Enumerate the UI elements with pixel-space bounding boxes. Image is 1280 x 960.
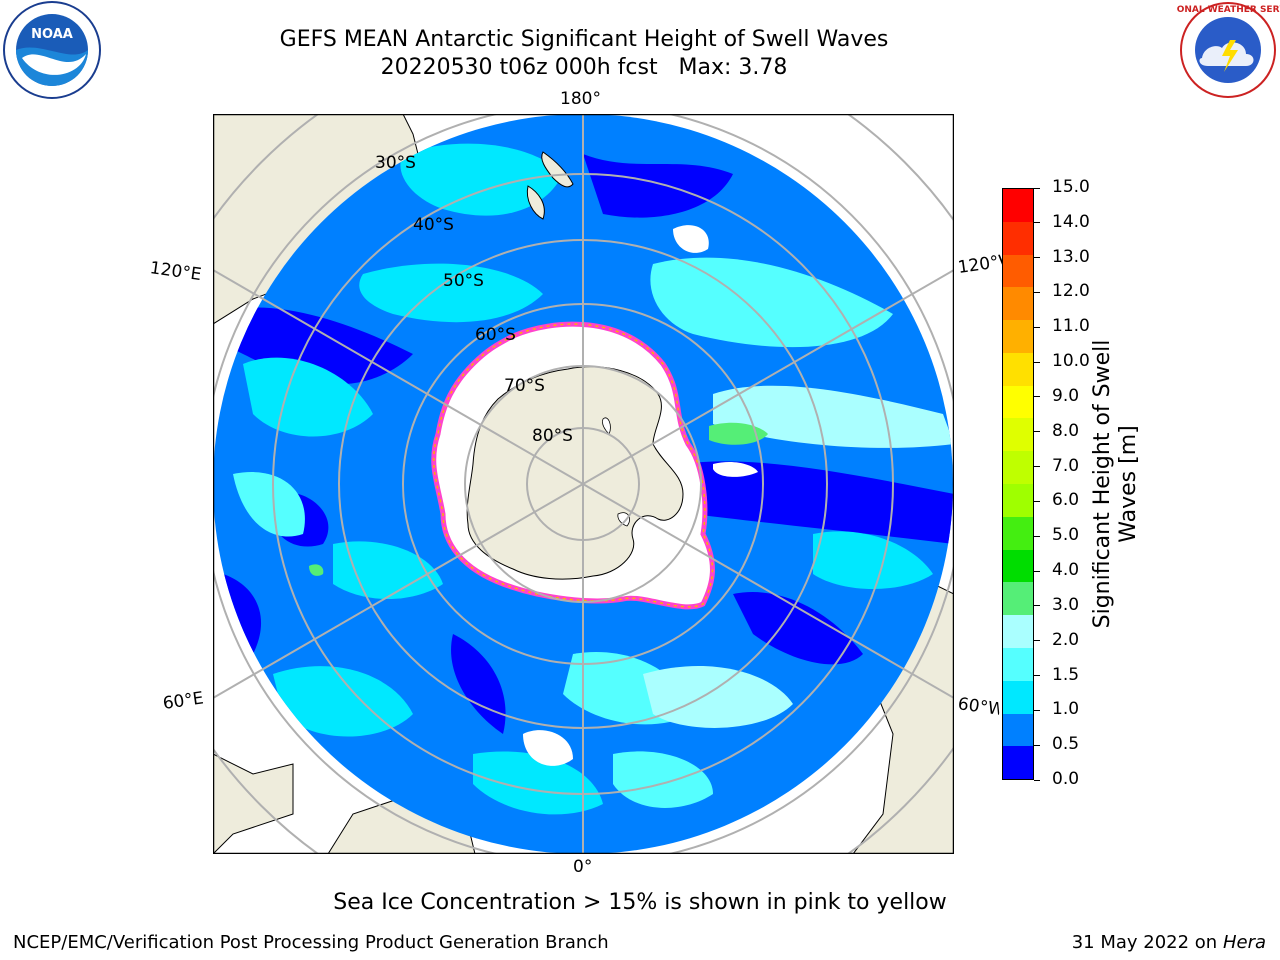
colorbar-tick-mark [1034,640,1040,642]
colorbar-tick-mark [1034,744,1040,746]
colorbar-band [1003,615,1033,648]
colorbar-tick-mark [1034,709,1040,711]
noaa-logo: NOAA [0,0,104,104]
colorbar-label-line2: Waves [m] [1116,425,1141,543]
colorbar-tick-label: 8.0 [1052,420,1080,441]
colorbar [1002,188,1034,780]
colorbar-tick-label: 12.0 [1052,281,1090,302]
lon-label-0: 0° [573,857,593,877]
colorbar-tick-mark [1034,187,1040,189]
nws-logo: NATIONAL WEATHER SERVICE [1153,0,1280,104]
colorbar-label-line1: Significant Height of Swell [1090,339,1115,629]
colorbar-tick-label: 7.0 [1052,455,1080,476]
colorbar-tick-mark [1034,396,1040,398]
colorbar-band [1003,516,1033,550]
colorbar-tick-mark [1034,605,1040,607]
colorbar-tick-label: 10.0 [1052,351,1090,372]
colorbar-tick-label: 3.0 [1052,594,1080,615]
noaa-logo-text: NOAA [31,27,73,42]
colorbar-tick-label: 6.0 [1052,490,1080,511]
colorbar-band [1003,418,1033,452]
chart-title: GEFS MEAN Antarctic Significant Height o… [279,27,889,52]
sea-ice-note: Sea Ice Concentration > 15% is shown in … [333,890,947,915]
colorbar-tick-label: 2.0 [1052,629,1080,650]
colorbar-band [1003,647,1033,681]
colorbar-band [1003,320,1033,353]
colorbar-tick-label: 0.5 [1052,734,1080,755]
colorbar-band [1003,484,1033,517]
lat-label-80s: 80°S [532,426,573,446]
colorbar-tick-mark [1034,257,1040,259]
lon-label-60w: 60°W [956,694,1001,720]
colorbar-tick-label: 1.0 [1052,699,1080,720]
polar-map: 30°S 40°S 50°S 60°S 70°S 80°S [212,113,955,855]
lat-label-40s: 40°S [413,215,454,235]
colorbar-band [1003,385,1033,419]
colorbar-tick-mark [1034,570,1040,572]
colorbar-tick-label: 9.0 [1052,385,1080,406]
footer-date-text: 31 May 2022 on [1071,932,1218,953]
lat-label-30s: 30°S [375,153,416,173]
lon-label-180: 180° [560,89,601,109]
colorbar-tick-mark [1034,779,1040,781]
lon-label-60e: 60°E [161,688,205,714]
colorbar-tick-label: 5.0 [1052,525,1080,546]
colorbar-band [1003,254,1033,288]
colorbar-tick-label: 4.0 [1052,560,1080,581]
colorbar-band [1003,221,1033,255]
colorbar-band [1003,451,1033,485]
lat-label-50s: 50°S [443,271,484,291]
lon-label-120e: 120°E [148,258,203,286]
colorbar-band [1003,189,1033,222]
colorbar-tick-mark [1034,431,1040,433]
colorbar-tick-mark [1034,326,1040,328]
colorbar-tick-mark [1034,291,1040,293]
footer-machine: Hera [1222,932,1266,953]
colorbar-tick-mark [1034,675,1040,677]
colorbar-tick-mark [1034,222,1040,224]
colorbar-tick-mark [1034,361,1040,363]
colorbar-tick-label: 14.0 [1052,211,1090,232]
colorbar-tick-label: 13.0 [1052,246,1090,267]
chart-subtitle: 20220530 t06z 000h fcst Max: 3.78 [380,55,788,80]
colorbar-tick-mark [1034,500,1040,502]
lat-label-60s: 60°S [475,325,516,345]
colorbar-tick-label: 0.0 [1052,769,1080,789]
colorbar-tick-label: 1.5 [1052,664,1080,685]
colorbar-tick-label: 11.0 [1052,316,1090,337]
colorbar-band [1003,287,1033,321]
colorbar-band [1003,582,1033,616]
colorbar-band [1003,549,1033,583]
footer-credit: NCEP/EMC/Verification Post Processing Pr… [13,932,609,953]
colorbar-ticks: 15.0 14.0 13.0 12.0 11.0 10.0 9.0 8.0 7.0 6.0 5.0 4… [1034,177,1114,789]
nws-logo-text: NATIONAL WEATHER SERVICE [1176,5,1280,15]
colorbar-tick-mark [1034,466,1040,468]
footer-date: 31 May 2022 on Hera [1072,932,1266,953]
lat-label-70s: 70°S [504,376,545,396]
colorbar-tick-mark [1034,535,1040,537]
colorbar-band [1003,680,1033,714]
colorbar-band [1003,746,1033,780]
colorbar-band [1003,352,1033,386]
colorbar-band [1003,713,1033,747]
colorbar-tick-label: 15.0 [1052,177,1090,197]
